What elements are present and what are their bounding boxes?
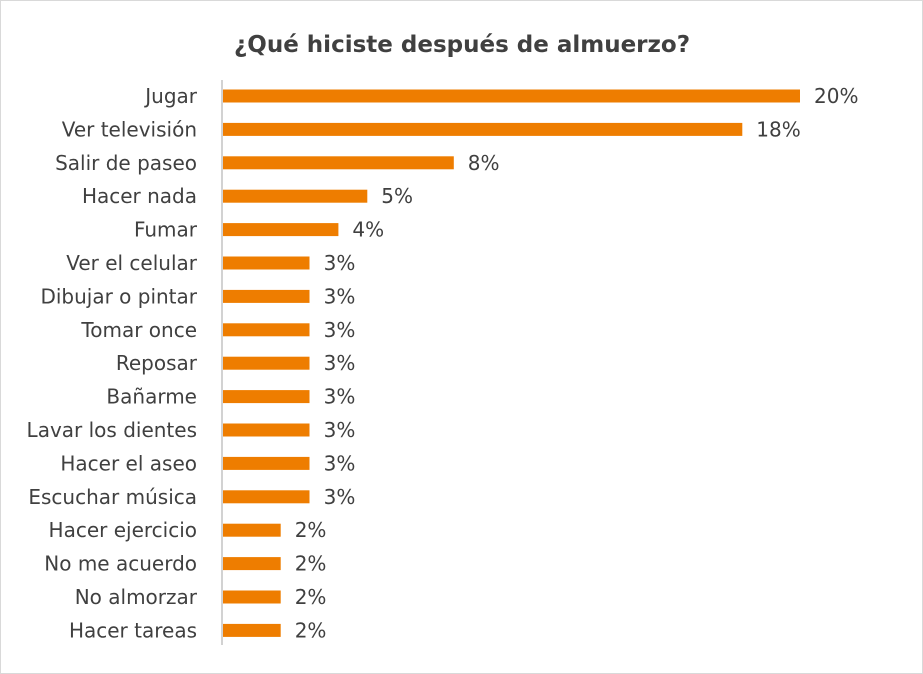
bar — [223, 390, 310, 404]
category-label: No me acuerdo — [44, 552, 197, 576]
bar — [223, 122, 743, 136]
category-label: Salir de paseo — [55, 151, 197, 175]
category-label: Lavar los dientes — [27, 418, 197, 442]
category-label: Hacer nada — [82, 184, 197, 208]
category-label: Dibujar o pintar — [40, 284, 197, 308]
bar — [223, 356, 310, 370]
bar — [223, 590, 281, 604]
bar — [223, 623, 281, 637]
bar — [223, 223, 339, 237]
bar — [223, 523, 281, 537]
data-label: 18% — [756, 117, 800, 141]
category-label: Hacer tareas — [69, 618, 197, 642]
data-label: 3% — [324, 385, 356, 409]
data-label: 3% — [324, 318, 356, 342]
data-label: 3% — [324, 251, 356, 275]
category-label: Ver televisión — [62, 117, 197, 141]
data-label: 2% — [295, 618, 327, 642]
category-label: Hacer ejercicio — [49, 518, 197, 542]
data-label: 3% — [324, 451, 356, 475]
data-label: 3% — [324, 351, 356, 375]
bar — [223, 256, 310, 270]
bar — [223, 89, 800, 103]
category-label: No almorzar — [75, 585, 198, 609]
bar — [223, 323, 310, 337]
data-label: 8% — [468, 151, 500, 175]
category-label: Ver el celular — [66, 251, 198, 275]
bar — [223, 189, 368, 203]
category-label: Tomar once — [80, 318, 197, 342]
data-label: 3% — [324, 284, 356, 308]
chart-title: ¿Qué hiciste después de almuerzo? — [234, 32, 690, 58]
data-label: 5% — [381, 184, 413, 208]
bar — [223, 490, 310, 504]
category-label: Fumar — [134, 218, 198, 242]
bar — [223, 289, 310, 303]
data-label: 20% — [814, 84, 858, 108]
category-label: Escuchar música — [28, 485, 197, 509]
data-label: 2% — [295, 585, 327, 609]
category-label: Jugar — [143, 84, 198, 108]
bar — [223, 156, 454, 170]
data-label: 3% — [324, 485, 356, 509]
data-label: 3% — [324, 418, 356, 442]
bar — [223, 456, 310, 470]
data-label: 2% — [295, 552, 327, 576]
category-label: Hacer el aseo — [60, 451, 197, 475]
data-label: 4% — [352, 218, 384, 242]
category-label: Bañarme — [106, 385, 197, 409]
bar — [223, 557, 281, 571]
data-label: 2% — [295, 518, 327, 542]
bars-layer: Jugar 20% Ver televisión 18% Salir de paseo 8… — [27, 84, 859, 642]
bar — [223, 423, 310, 437]
category-label: Reposar — [116, 351, 198, 375]
